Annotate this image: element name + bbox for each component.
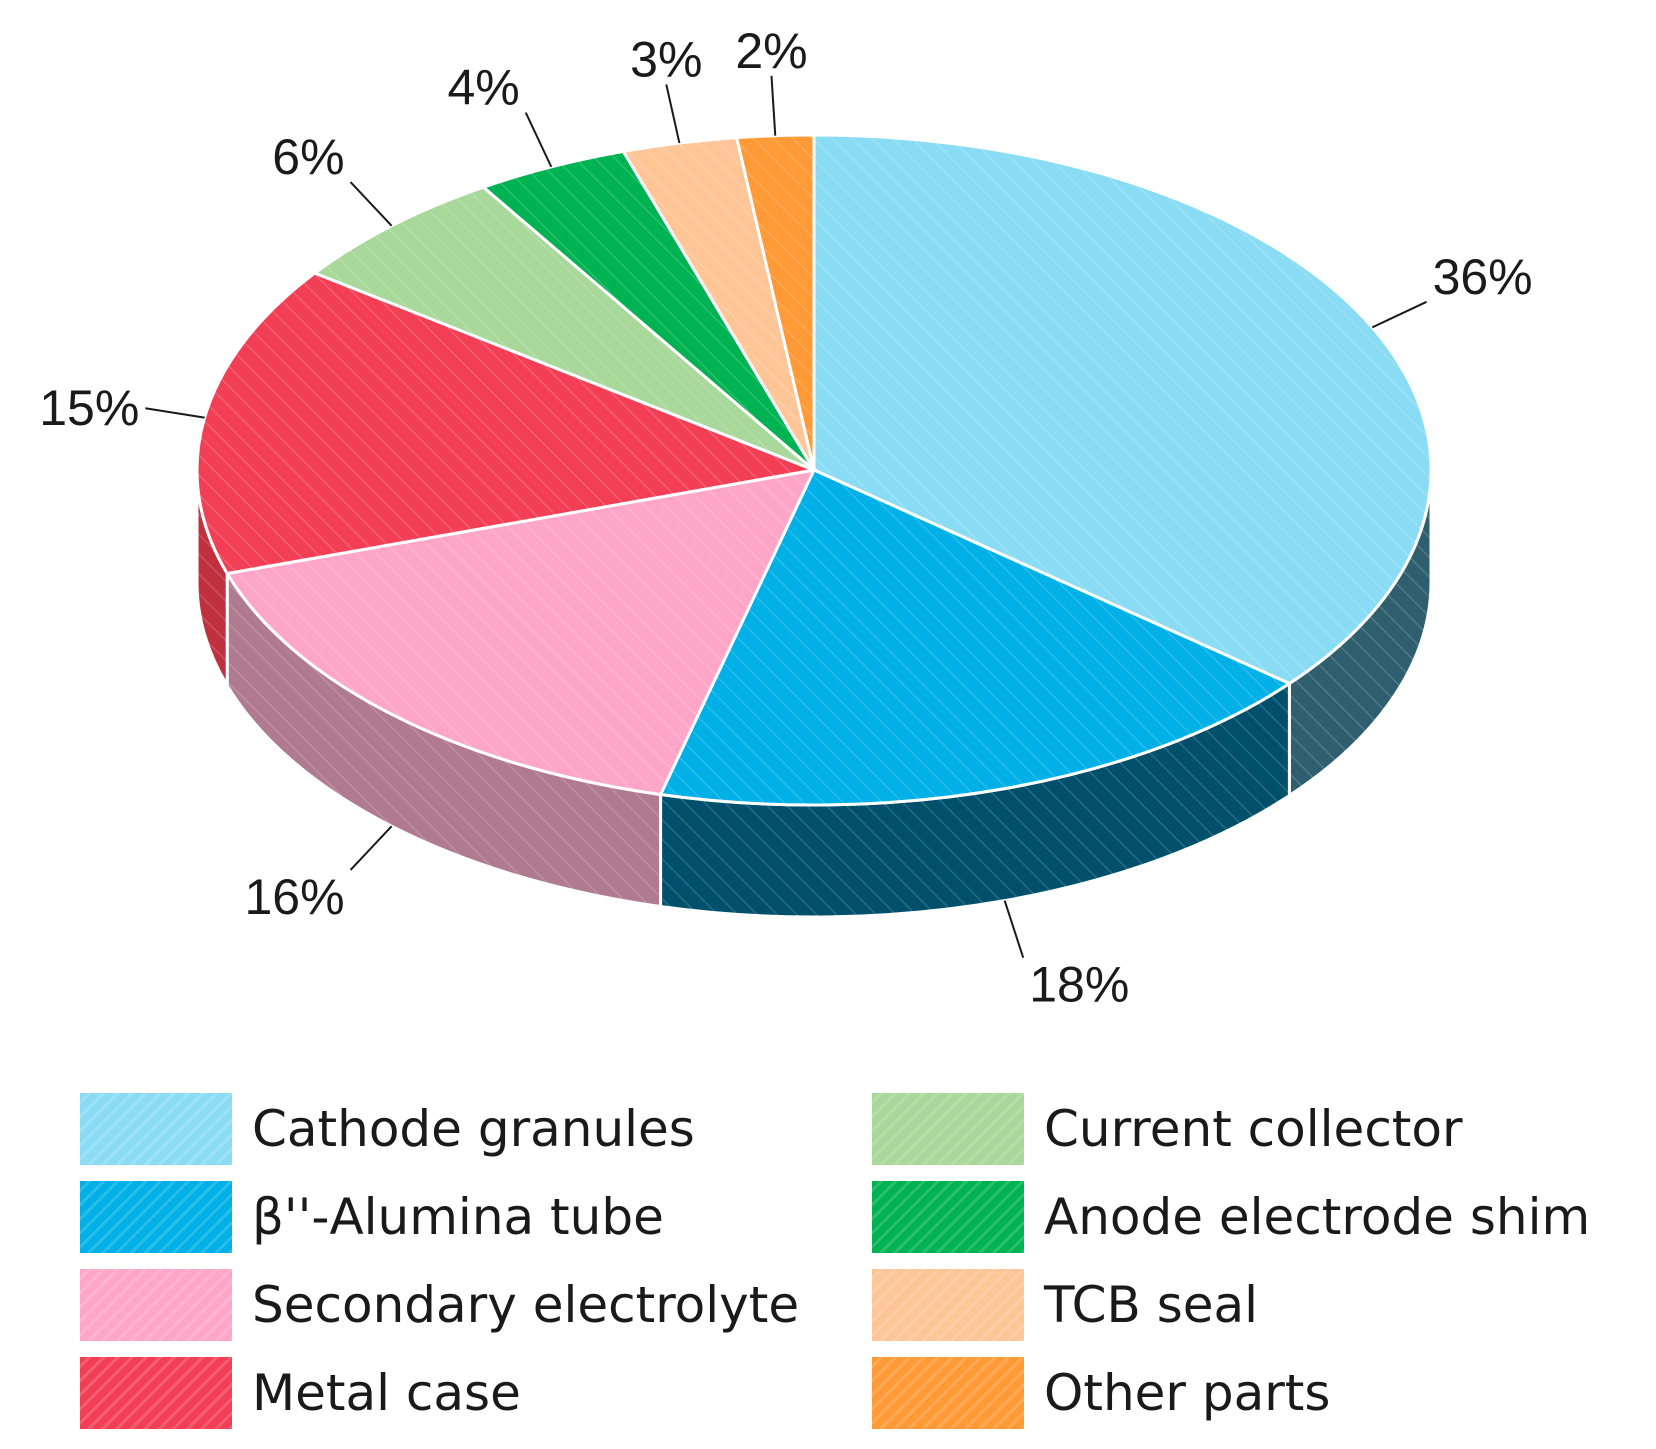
legend-swatch <box>80 1181 232 1253</box>
legend-label: Secondary electrolyte <box>252 1276 800 1334</box>
legend-swatch <box>872 1269 1024 1341</box>
leader-line-other-parts <box>770 75 777 136</box>
legend-label: Cathode granules <box>252 1100 695 1158</box>
pie-slice-hatch-alumina-tube <box>660 470 1290 805</box>
pie-slice-hatch-anode-electrode-shim <box>483 151 814 471</box>
pie-slice-hatch-cathode-granules <box>814 135 1431 684</box>
pie-chart: 36% 18% 16% 15% 6% 4% 3% 2% <box>39 23 1533 1013</box>
legend-item-other-parts: Other parts <box>872 1354 1330 1432</box>
legend-label: Anode electrode shim <box>1044 1188 1591 1246</box>
legend-item-current-collector: Current collector <box>872 1090 1463 1168</box>
pie-slice-hatch-other-parts <box>736 135 814 470</box>
legend-label: β''-Alumina tube <box>252 1188 664 1246</box>
pie-side-hatch-secondary-electrolyte <box>227 573 661 907</box>
pie-slice-hatch-metal-case <box>196 273 814 574</box>
leader-line-metal-case <box>145 407 205 419</box>
legend-item-metal-case: Metal case <box>80 1354 521 1432</box>
data-label-secondary-electrolyte: 16% <box>244 869 344 925</box>
data-label-cathode-granules: 36% <box>1433 249 1533 305</box>
legend-swatch <box>872 1357 1024 1429</box>
data-label-metal-case: 15% <box>39 380 139 436</box>
pie-slice-hatch-tcb-seal <box>623 137 814 470</box>
leader-line-alumina-tube <box>1003 900 1025 958</box>
leader-line-tcb-seal <box>665 84 681 144</box>
legend-label: Metal case <box>252 1364 521 1422</box>
pie-slice-hatch-secondary-electrolyte <box>227 470 815 795</box>
legend-swatch <box>872 1093 1024 1165</box>
legend-item-tcb-seal: TCB seal <box>872 1266 1258 1344</box>
leader-line-cathode-granules <box>1371 300 1427 329</box>
leader-line-secondary-electrolyte <box>349 825 393 871</box>
data-label-other-parts: 2% <box>735 23 807 79</box>
leader-line-anode-electrode-shim <box>524 112 553 168</box>
legend-swatch <box>80 1269 232 1341</box>
legend-item-secondary-electrolyte: Secondary electrolyte <box>80 1266 799 1344</box>
pie-slice-hatch-current-collector <box>314 187 814 470</box>
legend-label: Current collector <box>1044 1100 1463 1158</box>
legend-item-anode-electrode-shim: Anode electrode shim <box>872 1178 1590 1256</box>
data-label-tcb-seal: 3% <box>630 32 702 88</box>
pie-side-hatch-alumina-tube <box>660 683 1290 917</box>
pie-side-hatch-cathode-granules <box>1289 470 1431 796</box>
data-label-anode-electrode-shim: 4% <box>447 60 519 116</box>
legend-label: Other parts <box>1044 1364 1331 1422</box>
leader-line-current-collector <box>349 181 393 227</box>
legend: Cathode granules β''-Alumina tube Second… <box>80 1090 1640 1440</box>
legend-item-cathode-granules: Cathode granules <box>80 1090 695 1168</box>
data-label-current-collector: 6% <box>272 129 344 185</box>
legend-swatch <box>872 1181 1024 1253</box>
legend-swatch <box>80 1357 232 1429</box>
legend-label: TCB seal <box>1044 1276 1259 1334</box>
legend-swatch <box>80 1093 232 1165</box>
legend-item-alumina-tube: β''-Alumina tube <box>80 1178 664 1256</box>
data-label-alumina-tube: 18% <box>1029 957 1129 1013</box>
